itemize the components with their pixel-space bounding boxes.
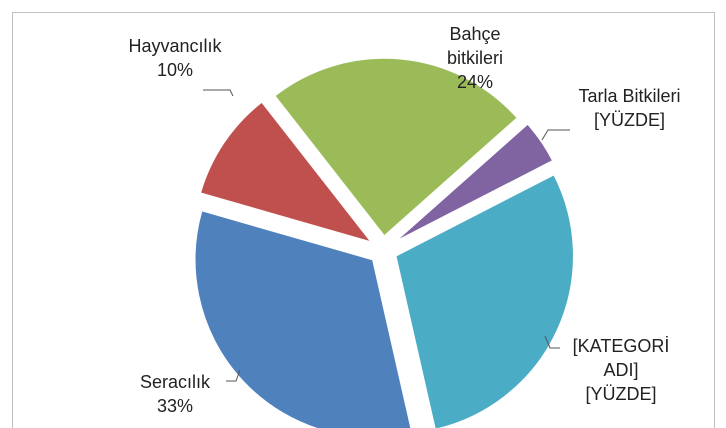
pie-slice [199,100,374,244]
category-label: [KATEGORİ ADI] [572,336,670,380]
category-label: Seracılık [139,372,211,392]
category-label: Bahçe bitkileri [446,24,503,68]
slice-label: Tarla Bitkileri [YÜZDE] [572,84,687,132]
category-label: Hayvancılık [128,36,222,56]
pie-slice [394,173,575,428]
leader-line [226,369,241,382]
leader-line [203,89,234,97]
category-label: Tarla Bitkileri [578,86,681,106]
value-label: 10% [156,60,194,80]
value-label: [YÜZDE] [593,110,665,130]
slices [194,57,575,428]
slice-label: Bahçe bitkileri 24% [420,22,530,94]
pie-slice [194,209,412,428]
value-label: 33% [156,396,194,416]
value-label: [YÜZDE] [585,384,657,404]
leader-line [541,129,570,141]
value-label: 24% [456,72,494,92]
pie-slice [394,122,554,243]
leader-lines [203,89,570,382]
pie-slice [273,57,519,238]
slice-label: [KATEGORİ ADI] [YÜZDE] [556,334,686,406]
leader-line [544,335,560,349]
slice-label: Hayvancılık 10% [95,34,255,82]
slice-label: Seracılık 33% [120,370,230,418]
